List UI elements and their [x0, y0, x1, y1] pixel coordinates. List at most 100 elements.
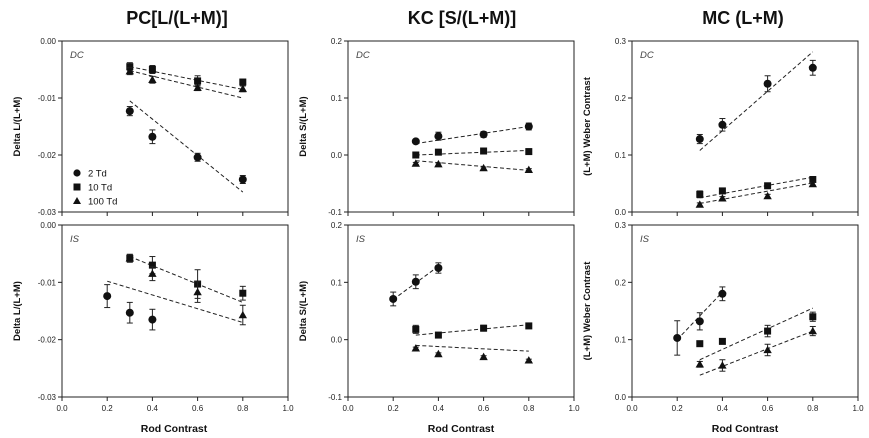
data-point: [126, 63, 134, 71]
plot-frame: [61, 40, 289, 213]
data-point: [125, 254, 134, 262]
fit-line: [415, 344, 529, 352]
series-square: [696, 176, 817, 199]
data-point: [525, 322, 533, 330]
panel-mc-is: 0.3 0.2 0.1 0.0 0.0 0.2 0.4 0.6 0.8 1.0 (L+M) Webe…: [582, 221, 864, 413]
x-tick-label: 0.2: [102, 404, 114, 413]
fit-line: [415, 126, 529, 145]
data-point: [524, 165, 533, 174]
data-point: [411, 277, 420, 286]
series-triangle: [107, 254, 247, 326]
fit-line: [129, 100, 244, 193]
series-triangle: [411, 344, 533, 364]
column-title-kc: KC [S/(L+M)]: [408, 8, 516, 28]
legend: 2 Td 10 Td 100 Td: [73, 169, 117, 208]
y-tick-label: -0.1: [328, 393, 342, 402]
panel-pc-dc: 0.00 -0.01 -0.02 -0.03 Delta L/(L+M) DC: [12, 37, 289, 217]
x-tick-label: 1.0: [852, 404, 864, 413]
y-tick-label: -0.1: [328, 208, 342, 217]
series-circle: [389, 262, 443, 307]
plot-frame: [631, 40, 859, 213]
fit-line: [107, 280, 243, 323]
y-tick-label: 0.0: [331, 151, 343, 160]
y-tick-label: -0.03: [38, 208, 57, 217]
data-point: [696, 340, 704, 348]
series-square: [126, 253, 247, 303]
data-point: [718, 361, 727, 369]
x-tick-label: 0.0: [342, 404, 354, 413]
data-point: [480, 324, 488, 332]
data-point: [479, 352, 488, 361]
x-tick-label: 0.8: [237, 404, 249, 413]
x-tick-label: 0.6: [478, 404, 490, 413]
data-point: [411, 137, 420, 146]
data-point: [412, 325, 420, 333]
data-point: [718, 187, 726, 195]
x-axis-label-pc: Rod Contrast: [141, 423, 208, 435]
fit-line: [699, 51, 814, 151]
plot-frame: [631, 224, 859, 398]
panel-tag: DC: [356, 50, 370, 61]
panel-tag: IS: [70, 234, 80, 245]
fit-line: [415, 160, 529, 171]
plot-frame: [347, 224, 575, 398]
series-square: [412, 147, 533, 159]
y-tick-label: 0.2: [615, 94, 627, 103]
x-axis-label-kc: Rod Contrast: [428, 423, 495, 435]
data-point: [480, 147, 488, 155]
y-tick-label: 0.1: [331, 278, 343, 287]
series-circle: [411, 122, 533, 146]
data-point: [238, 175, 247, 184]
legend-marker-triangle: [73, 197, 81, 204]
data-point: [524, 356, 533, 364]
y-tick-label: -0.01: [38, 278, 57, 287]
data-point: [125, 67, 134, 75]
data-point: [695, 135, 704, 144]
series-circle: [673, 286, 727, 356]
data-point: [718, 289, 727, 298]
series-square: [126, 62, 247, 90]
y-tick-label: 0.00: [40, 221, 56, 230]
series-triangle: [411, 159, 533, 174]
panel-tag: DC: [70, 50, 84, 61]
series-circle: [103, 284, 157, 331]
data-point: [434, 264, 443, 272]
data-point: [148, 132, 157, 141]
data-point: [809, 313, 817, 321]
fit-line: [699, 176, 813, 199]
plot-frame: [61, 224, 289, 398]
panel-tag: IS: [356, 234, 366, 245]
x-tick-label: 1.0: [282, 404, 294, 413]
panel-mc-dc: 0.3 0.2 0.1 0.0 (L+M) Weber Contrast DC: [582, 37, 859, 217]
plot-frame: [347, 40, 575, 213]
data-point: [411, 344, 420, 352]
panel-tag: IS: [640, 234, 650, 245]
x-tick-label: 1.0: [568, 404, 580, 413]
y-tick-label: 0.3: [615, 37, 627, 46]
column-title-mc: MC (L+M): [702, 8, 783, 28]
data-point: [808, 179, 817, 188]
series-triangle: [695, 179, 817, 208]
data-point: [718, 337, 726, 345]
data-point: [695, 317, 704, 326]
data-point: [434, 132, 443, 141]
series-triangle: [125, 67, 247, 99]
data-point: [125, 308, 134, 317]
x-tick-label: 0.8: [807, 404, 819, 413]
data-point: [148, 75, 157, 83]
data-point: [148, 315, 157, 324]
data-point: [764, 327, 772, 335]
data-point: [695, 360, 704, 368]
y-tick-label: 0.1: [615, 151, 627, 160]
panel-tag: DC: [640, 50, 654, 61]
data-point: [809, 176, 817, 184]
fit-line: [129, 66, 243, 90]
y-tick-label: 0.2: [331, 37, 343, 46]
y-axis-label: (L+M) Weber Contrast: [582, 76, 593, 176]
legend-label-100td: 100 Td: [88, 197, 117, 208]
data-point: [718, 194, 727, 202]
fit-line: [415, 324, 529, 336]
fit-line: [129, 256, 243, 303]
series-square: [696, 307, 817, 361]
